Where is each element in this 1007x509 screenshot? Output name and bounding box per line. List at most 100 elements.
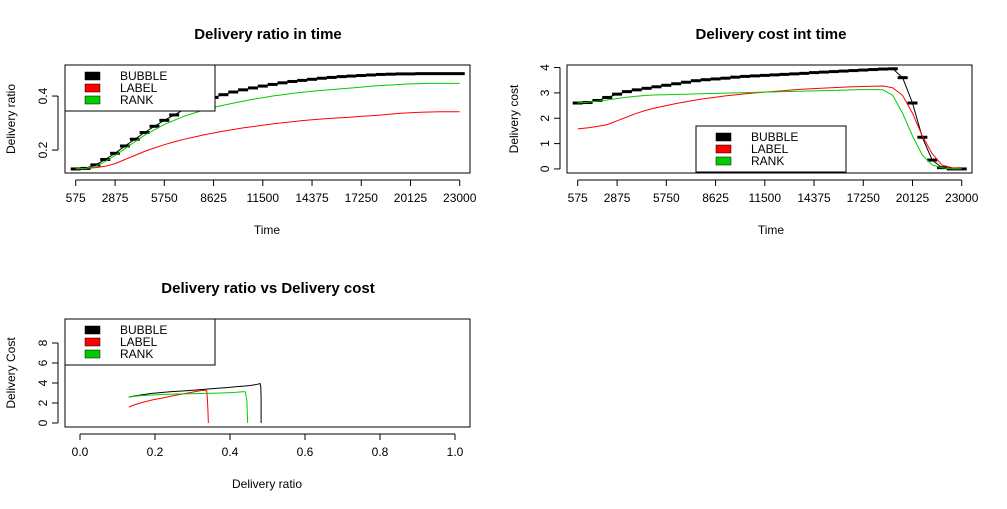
y-axis: 0.2 0.4 — [36, 87, 59, 158]
series-point-bubble — [346, 74, 357, 78]
x-tick-label: 0.6 — [297, 445, 314, 459]
series-point-bubble — [159, 118, 170, 122]
legend-label-bubble: BUBBLE — [120, 69, 167, 83]
series-line-rank — [128, 391, 249, 423]
chart-delivery-cost-int-time: Delivery cost int time Time Delivery cos… — [507, 26, 979, 237]
series-point-bubble — [917, 135, 928, 139]
x-tick-label: 17250 — [345, 191, 379, 205]
y-axis-label: Delivery cost — [507, 84, 521, 153]
plot-frame — [64, 64, 471, 174]
legend-swatch-bubble — [84, 71, 101, 81]
x-tick-label: 5750 — [653, 191, 680, 205]
x-axis: 0.0 0.2 0.4 0.6 0.8 1.0 — [72, 433, 464, 459]
series-point-bubble — [257, 84, 268, 88]
series-point-bubble — [435, 72, 446, 76]
series-point-bubble — [326, 75, 337, 79]
x-tick-label: 14375 — [797, 191, 831, 205]
series-point-bubble — [651, 85, 662, 89]
y-axis-label: Delivery ratio — [4, 84, 18, 154]
chart-delivery-ratio-vs-delivery-cost: Delivery ratio vs Delivery cost Delivery… — [4, 280, 471, 491]
series-point-bubble — [927, 158, 938, 162]
series-point-bubble — [671, 82, 682, 86]
series-point-bubble — [247, 86, 258, 90]
series-line-label — [128, 389, 209, 423]
x-tick-label: 0.8 — [372, 445, 389, 459]
x-axis-label: Delivery ratio — [232, 477, 302, 491]
y-tick-label: 0.4 — [36, 87, 50, 104]
series-point-bubble — [228, 90, 239, 94]
series-line-bubble — [128, 382, 262, 423]
series-point-bubble — [769, 73, 780, 77]
series-point-bubble — [877, 67, 888, 71]
series-point-bubble — [218, 93, 229, 97]
x-tick-label: 0.0 — [72, 445, 89, 459]
series-point-bubble — [366, 73, 377, 77]
series-point-bubble — [149, 124, 160, 128]
legend-label-label: LABEL — [120, 335, 158, 349]
series-point-bubble — [907, 101, 918, 105]
series-point-bubble — [395, 72, 406, 76]
y-tick-label: 2 — [36, 399, 50, 406]
series-point-bubble — [749, 74, 760, 78]
series-point-bubble — [710, 77, 721, 81]
series-point-bubble — [238, 88, 249, 92]
series-point-bubble — [100, 158, 111, 161]
plot-frame — [566, 64, 973, 174]
series-line-rank — [577, 89, 962, 170]
y-axis: 0 2 4 6 8 — [36, 339, 59, 426]
x-tick-label: 2875 — [102, 191, 129, 205]
series-point-bubble — [838, 69, 849, 73]
x-tick-label: 23000 — [443, 191, 477, 205]
legend-label-rank: RANK — [120, 347, 153, 361]
series-point-bubble — [385, 72, 396, 76]
series-point-bubble — [425, 72, 436, 76]
legend-swatch-label — [84, 83, 101, 93]
series-point-bubble — [818, 70, 829, 74]
series-point-bubble — [356, 74, 367, 78]
series-point-bubble — [307, 77, 318, 81]
series-point-bubble — [740, 74, 751, 78]
series-point-bubble — [779, 72, 790, 76]
series-point-bubble — [799, 71, 810, 75]
series-point-bubble — [110, 151, 121, 155]
series-point-bubble — [887, 67, 898, 71]
x-axis-label: Time — [758, 223, 785, 237]
legend-swatch-label — [84, 337, 101, 347]
x-tick-label: 20125 — [896, 191, 930, 205]
y-tick-label: 0.2 — [36, 141, 50, 158]
series-point-bubble — [789, 72, 800, 76]
series-point-bubble — [316, 76, 327, 80]
legend-swatch-bubble — [84, 325, 101, 335]
x-tick-label: 14375 — [295, 191, 329, 205]
y-tick-label: 6 — [36, 359, 50, 366]
chart-title: Delivery ratio in time — [194, 26, 342, 43]
x-tick-label: 23000 — [945, 191, 979, 205]
legend-label-rank: RANK — [120, 93, 153, 107]
x-tick-label: 20125 — [394, 191, 428, 205]
series-point-bubble — [641, 86, 652, 90]
series-point-bubble — [405, 72, 416, 76]
x-tick-label: 11500 — [749, 191, 782, 205]
y-axis-label: Delivery Cost — [4, 337, 18, 409]
x-tick-label: 5750 — [151, 191, 178, 205]
y-tick-label: 0 — [36, 419, 50, 426]
series-point-bubble — [169, 113, 180, 117]
series-point-bubble — [868, 68, 879, 72]
x-tick-label: 2875 — [604, 191, 631, 205]
x-axis-label: Time — [254, 223, 281, 237]
x-tick-label: 575 — [568, 191, 588, 205]
legend-label-bubble: BUBBLE — [120, 323, 167, 337]
series-point-bubble — [848, 69, 859, 73]
y-tick-label: 4 — [538, 64, 552, 71]
series-line-rank — [75, 82, 460, 170]
chart-title: Delivery ratio vs Delivery cost — [161, 280, 374, 297]
x-tick-label: 0.2 — [147, 445, 164, 459]
x-axis: 575 2875 5750 8625 11500 14375 17250 20125 23000 — [568, 179, 979, 205]
series-point-bubble — [415, 72, 426, 76]
series-point-bubble — [720, 76, 731, 80]
y-tick-label: 1 — [538, 140, 552, 147]
